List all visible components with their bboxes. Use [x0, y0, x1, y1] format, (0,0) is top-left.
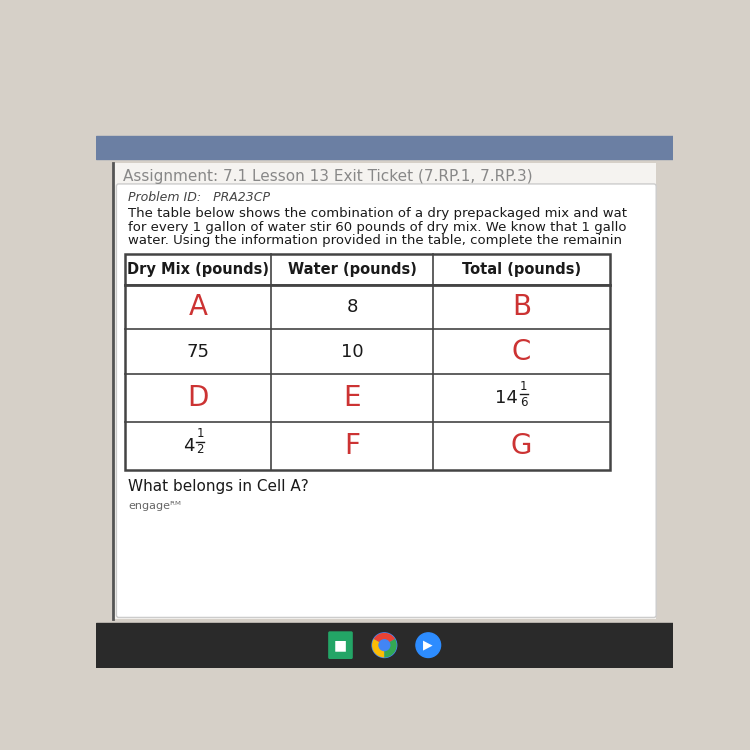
Wedge shape: [372, 639, 384, 658]
Text: G: G: [511, 432, 532, 460]
Text: 2: 2: [196, 443, 204, 457]
FancyBboxPatch shape: [328, 632, 352, 659]
Text: 75: 75: [187, 343, 209, 361]
Text: 4: 4: [183, 436, 194, 454]
Text: A: A: [188, 293, 208, 321]
Text: 1: 1: [196, 427, 204, 440]
Text: water. Using the information provided in the table, complete the remainin: water. Using the information provided in…: [128, 235, 622, 248]
Text: 8: 8: [346, 298, 358, 316]
Text: Total (pounds): Total (pounds): [462, 262, 581, 277]
Text: B: B: [512, 293, 531, 321]
Text: 10: 10: [340, 343, 363, 361]
Wedge shape: [374, 633, 395, 645]
Text: ▶: ▶: [424, 639, 433, 652]
Text: Dry Mix (pounds): Dry Mix (pounds): [127, 262, 269, 277]
Text: 1: 1: [520, 380, 527, 392]
Bar: [125, 254, 610, 470]
Text: C: C: [512, 338, 531, 366]
Text: What belongs in Cell A?: What belongs in Cell A?: [128, 479, 309, 494]
Bar: [96, 622, 674, 668]
Text: 14: 14: [495, 389, 517, 407]
Text: E: E: [344, 384, 361, 412]
Text: D: D: [188, 384, 209, 412]
Circle shape: [416, 633, 440, 658]
Text: for every 1 gallon of water stir 60 pounds of dry mix. We know that 1 gallo: for every 1 gallon of water stir 60 poun…: [128, 220, 626, 233]
Text: Assignment: 7.1 Lesson 13 Exit Ticket (7.RP.1, 7.RP.3): Assignment: 7.1 Lesson 13 Exit Ticket (7…: [122, 169, 532, 184]
Text: The table below shows the combination of a dry prepackaged mix and wat: The table below shows the combination of…: [128, 207, 627, 220]
Text: engageᴿᴹ: engageᴿᴹ: [128, 501, 181, 511]
Circle shape: [379, 640, 390, 650]
Circle shape: [372, 633, 397, 658]
Bar: [112, 164, 656, 619]
FancyBboxPatch shape: [116, 184, 656, 617]
Text: Water (pounds): Water (pounds): [287, 262, 416, 277]
Text: 6: 6: [520, 396, 527, 409]
Wedge shape: [384, 639, 397, 658]
Text: F: F: [344, 432, 360, 460]
Text: ■: ■: [334, 638, 347, 652]
Text: Problem ID:   PRA23CP: Problem ID: PRA23CP: [128, 191, 270, 204]
Bar: [96, 136, 674, 159]
